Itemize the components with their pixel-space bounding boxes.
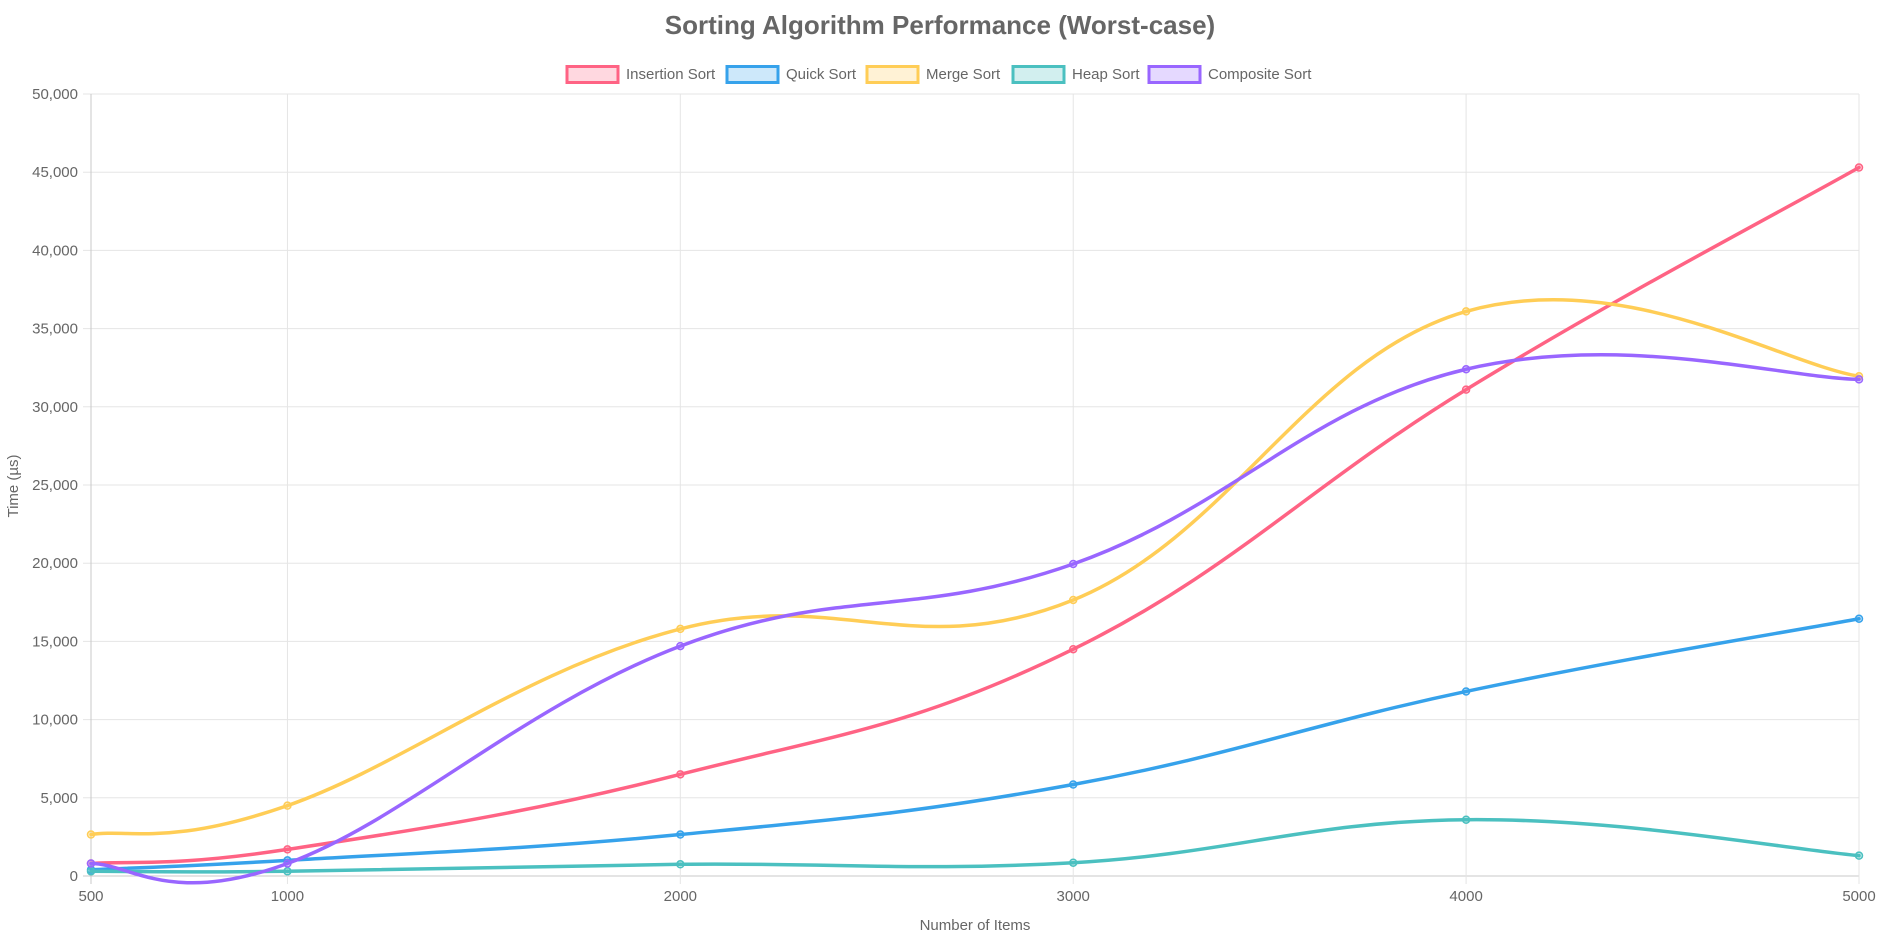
y-tick-label: 15,000 — [32, 633, 78, 650]
series-line — [89, 817, 1861, 874]
data-point[interactable] — [1854, 375, 1864, 384]
x-tick-label: 2000 — [664, 888, 697, 905]
legend-item[interactable]: Insertion Sort — [565, 65, 716, 84]
data-point[interactable] — [1854, 163, 1864, 172]
data-point[interactable] — [676, 830, 685, 839]
data-point[interactable] — [283, 859, 292, 868]
legend-item[interactable]: Merge Sort — [865, 65, 1001, 84]
data-point[interactable] — [1461, 307, 1471, 316]
data-point[interactable] — [1461, 815, 1471, 824]
data-point[interactable] — [283, 867, 292, 876]
data-point[interactable] — [283, 801, 292, 810]
series-quick-sort — [86, 614, 1864, 874]
data-point[interactable] — [1461, 365, 1471, 374]
legend-label: Heap Sort — [1072, 66, 1140, 83]
data-point[interactable] — [1854, 851, 1864, 860]
x-tick-label: 1000 — [271, 888, 304, 905]
x-tick-label: 5000 — [1842, 888, 1875, 905]
series-insertion-sort — [86, 163, 1864, 868]
y-tick-label: 0 — [70, 868, 78, 885]
y-tick-label: 45,000 — [32, 164, 78, 181]
data-point[interactable] — [1068, 858, 1078, 867]
x-tick-label: 4000 — [1449, 888, 1482, 905]
series-line — [89, 353, 1861, 885]
data-point[interactable] — [676, 641, 685, 651]
data-point[interactable] — [283, 845, 292, 854]
data-point[interactable] — [676, 860, 685, 869]
y-tick-label: 30,000 — [32, 399, 78, 416]
legend-label: Quick Sort — [786, 66, 857, 83]
data-point[interactable] — [86, 830, 96, 839]
y-tick-label: 40,000 — [32, 242, 78, 259]
legend-item[interactable]: Quick Sort — [725, 65, 857, 84]
data-point[interactable] — [676, 770, 685, 779]
x-axis: 500 1000 2000 3000 4000 5000 — [78, 888, 1875, 905]
legend-label: Insertion Sort — [626, 66, 716, 83]
series-line — [89, 297, 1861, 837]
series-merge-sort — [86, 297, 1864, 839]
data-point[interactable] — [1461, 385, 1471, 394]
data-point[interactable] — [676, 624, 685, 634]
y-axis-title: Time (µs) — [5, 454, 22, 517]
legend-item[interactable]: Composite Sort — [1147, 65, 1312, 84]
x-tick-label: 500 — [78, 888, 103, 905]
data-point[interactable] — [86, 859, 96, 868]
y-tick-label: 10,000 — [32, 712, 78, 729]
legend-swatch — [565, 65, 620, 84]
legend: Insertion Sort Quick Sort Merge Sort Heap S… — [565, 65, 1312, 84]
legend-item[interactable]: Heap Sort — [1011, 65, 1140, 84]
y-tick-label: 35,000 — [32, 321, 78, 338]
x-tick-label: 3000 — [1057, 888, 1090, 905]
data-point[interactable] — [1854, 614, 1864, 623]
series-composite-sort — [86, 353, 1864, 885]
data-point[interactable] — [1068, 644, 1078, 654]
y-tick-label: 25,000 — [32, 477, 78, 494]
legend-swatch — [725, 65, 780, 84]
data-point[interactable] — [86, 867, 96, 876]
legend-swatch — [1147, 65, 1202, 84]
y-tick-label: 5,000 — [40, 790, 78, 807]
x-axis-title: Number of Items — [920, 917, 1031, 934]
series-line — [89, 165, 1861, 866]
chart-title: Sorting Algorithm Performance (Worst-cas… — [665, 10, 1215, 40]
legend-label: Composite Sort — [1208, 66, 1312, 83]
data-point[interactable] — [1068, 595, 1078, 605]
data-point[interactable] — [1068, 780, 1078, 789]
legend-swatch — [865, 65, 920, 84]
legend-swatch — [1011, 65, 1066, 84]
series-heap-sort — [86, 815, 1864, 876]
legend-label: Merge Sort — [926, 66, 1001, 83]
series-group — [86, 163, 1864, 885]
data-point[interactable] — [1068, 559, 1078, 569]
y-tick-label: 20,000 — [32, 555, 78, 572]
grid — [83, 93, 1860, 884]
y-tick-label: 50,000 — [32, 86, 78, 103]
y-axis: 0 5,000 10,000 15,000 20,000 25,000 30,000 35,0… — [32, 86, 78, 885]
data-point[interactable] — [1461, 687, 1471, 696]
